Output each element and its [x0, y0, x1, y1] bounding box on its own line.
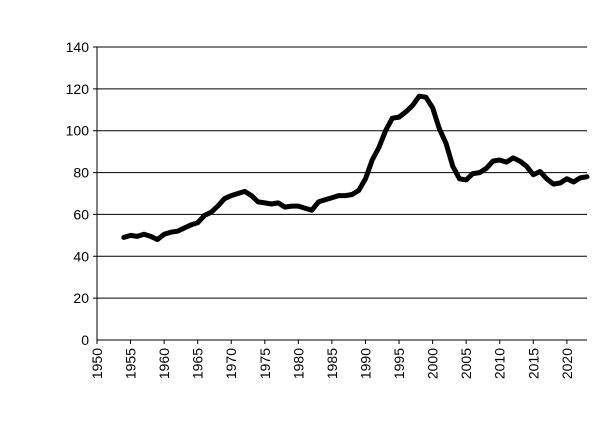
y-tick-label: 20 [73, 290, 89, 306]
series-layer [121, 93, 590, 242]
x-tick-label: 1950 [89, 348, 105, 379]
x-tick-label: 2020 [559, 348, 575, 379]
y-tick-label: 100 [66, 123, 90, 139]
y-tick-label: 60 [73, 206, 89, 222]
y-tick-label: 80 [73, 165, 89, 181]
x-tick-labels: 1950 1955 1960 1965 1970 1975 1980 1985 1990 1995… [89, 340, 575, 379]
x-tick-label: 1955 [123, 348, 139, 379]
x-tick-label: 1965 [190, 348, 206, 379]
x-tick-label: 2000 [425, 348, 441, 379]
y-tick-label: 120 [66, 81, 90, 97]
x-tick-label: 1995 [391, 348, 407, 379]
axes [96, 47, 587, 341]
x-tick-label: 1985 [324, 348, 340, 379]
x-tick-label: 2010 [492, 348, 508, 379]
x-tick-label: 1980 [290, 348, 306, 379]
x-tick-label: 2005 [458, 348, 474, 379]
x-tick-label: 1970 [223, 348, 239, 379]
gridlines [93, 46, 587, 299]
y-tick-labels: 0 20 40 60 80 100 120 140 [66, 39, 90, 348]
x-tick-label: 1975 [257, 348, 273, 379]
y-tick-label: 0 [81, 332, 89, 348]
series-line [121, 93, 590, 242]
x-tick-label: 1960 [156, 348, 172, 379]
x-tick-label: 1990 [357, 348, 373, 379]
y-tick-label: 140 [66, 39, 90, 55]
x-tick-label: 2015 [525, 348, 541, 379]
y-tick-label: 40 [73, 248, 89, 264]
